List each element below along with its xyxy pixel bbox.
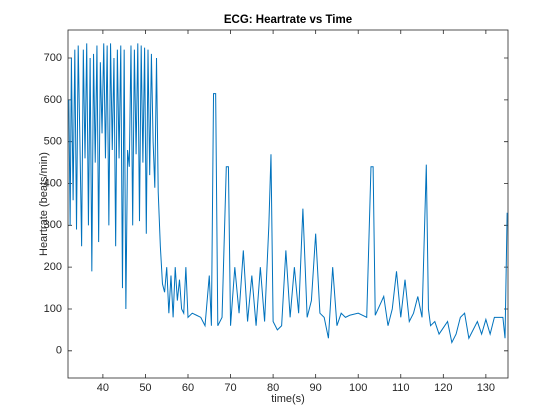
x-tick-label: 50 [139,382,151,394]
y-tick-label: 400 [44,177,62,189]
y-tick-label: 100 [44,303,62,315]
y-tick-label: 500 [44,136,62,148]
x-tick-label: 60 [182,382,194,394]
x-tick-label: 100 [349,382,367,394]
x-tick-label: 110 [392,382,410,394]
x-tick-label: 120 [434,382,452,394]
line-series [68,43,508,344]
y-tick-label: 0 [56,345,62,357]
x-axis-label: time(s) [271,393,305,405]
x-tick-label: 130 [477,382,495,394]
y-axis-label: Heartrate (beats/min) [38,152,50,256]
y-tick-label: 300 [44,219,62,231]
x-tick-label: 80 [267,382,279,394]
x-tick-label: 70 [224,382,236,394]
y-tick-label: 700 [44,52,62,64]
y-tick-label: 600 [44,94,62,106]
chart-title: ECG: Heartrate vs Time [224,14,352,26]
x-tick-label: 90 [310,382,322,394]
x-tick-label: 40 [97,382,109,394]
y-tick-label: 200 [44,261,62,273]
